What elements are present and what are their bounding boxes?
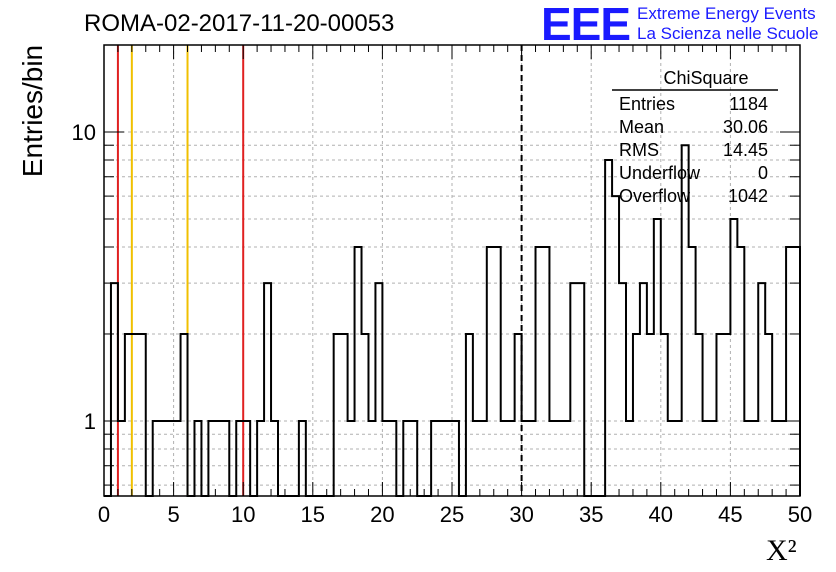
x-tick-label: 10 <box>231 502 255 527</box>
axes-layer <box>103 44 801 497</box>
stats-label: Entries <box>619 94 675 114</box>
y-axis-label: Entries/bin <box>17 44 48 178</box>
tick-labels-layer: 0 5 10 15 20 25 30 35 40 45 50 1 10 <box>72 120 813 527</box>
x-tick-label: 50 <box>788 502 812 527</box>
stats-header: ChiSquare <box>663 68 748 88</box>
stats-box: ChiSquare Entries 1184 Mean 30.06 RMS 14.45 Und… <box>612 68 778 206</box>
x-axis-label: X² <box>766 534 797 567</box>
x-tick-label: 35 <box>579 502 603 527</box>
stats-label: Overflow <box>619 186 691 206</box>
y-tick-label: 10 <box>72 120 96 145</box>
stats-value: 14.45 <box>723 140 768 160</box>
stats-value: 1042 <box>728 186 768 206</box>
x-tick-label: 30 <box>509 502 533 527</box>
x-tick-label: 15 <box>301 502 325 527</box>
x-tick-label: 40 <box>649 502 673 527</box>
stats-label: Underflow <box>619 163 701 183</box>
x-tick-label: 20 <box>370 502 394 527</box>
stats-value: 30.06 <box>723 117 768 137</box>
stats-label: Mean <box>619 117 664 137</box>
logo-line-2: La Scienza nelle Scuole <box>637 24 819 43</box>
stats-value: 1184 <box>729 94 768 114</box>
logo-line-1: Extreme Energy Events <box>637 4 816 23</box>
eee-logo: EEE <box>541 0 631 50</box>
stats-value: 0 <box>758 163 768 183</box>
reference-lines-layer <box>116 45 523 496</box>
x-tick-label: 45 <box>718 502 742 527</box>
x-tick-label: 0 <box>98 502 110 527</box>
y-tick-label: 1 <box>84 409 96 434</box>
x-tick-label: 5 <box>167 502 179 527</box>
chart-title: ROMA-02-2017-11-20-00053 <box>84 10 395 37</box>
stats-label: RMS <box>619 140 659 160</box>
x-tick-label: 25 <box>440 502 464 527</box>
